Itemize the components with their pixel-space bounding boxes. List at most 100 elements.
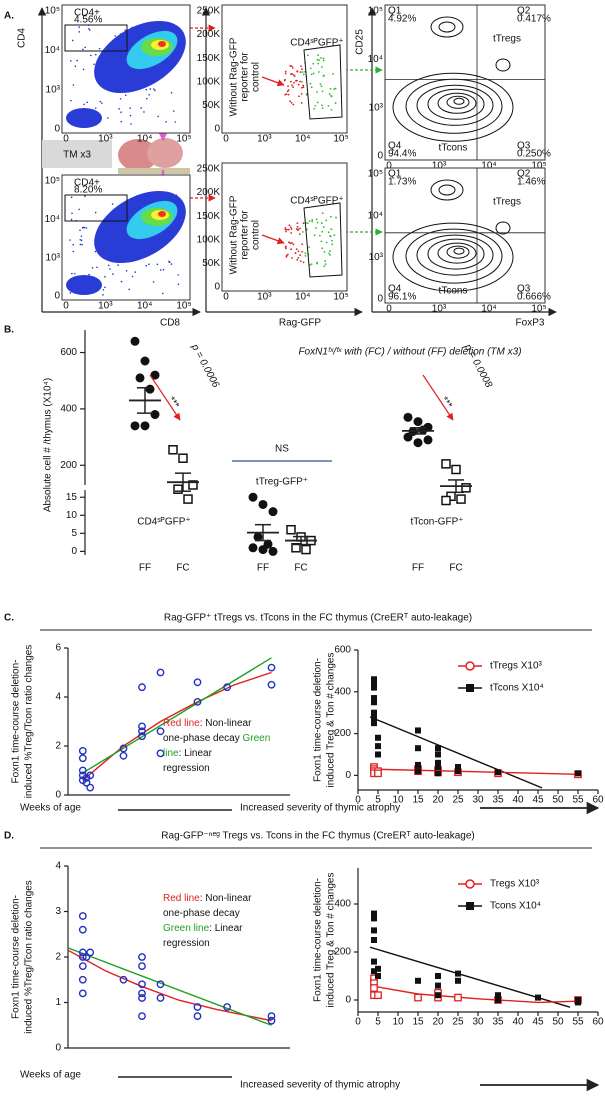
event-dot [174, 121, 176, 123]
point [138, 994, 146, 1002]
event-dot [288, 241, 290, 244]
dot [423, 435, 433, 445]
chart-title: FoxN1ᶠˣ/ᶠˣ with (FC) / without (FF) dele… [298, 347, 521, 358]
y-tick-label: 0 [345, 995, 351, 1006]
x-tick-label: 10³ [98, 301, 113, 312]
quadrant-name: Q4 [388, 141, 402, 152]
gate-percent: 8.20% [74, 185, 102, 196]
contour [427, 238, 485, 270]
dot [135, 373, 145, 383]
x-axis-label: Weeks of age [20, 1070, 81, 1081]
event-dot [306, 54, 309, 57]
event-dot [107, 117, 109, 119]
event-dot [289, 80, 292, 83]
dot [451, 464, 461, 475]
point [86, 783, 95, 792]
event-dot [78, 31, 81, 33]
event-dot [69, 239, 71, 241]
event-dot [291, 84, 293, 87]
event-dot [305, 93, 308, 95]
quadrant-value: 0.417% [517, 14, 551, 25]
tm-label: TM x3 [63, 150, 91, 161]
x-tick-label: 0 [355, 1017, 361, 1028]
point [575, 770, 581, 777]
quadrant-name: Q3 [517, 141, 531, 152]
point [371, 927, 377, 934]
point [78, 975, 87, 984]
annotation: line: Linear [163, 748, 213, 759]
y-tick-label: 250K [197, 6, 221, 17]
event-dot [328, 252, 330, 255]
event-dot [292, 103, 295, 106]
event-dot [311, 218, 314, 221]
event-dot [287, 93, 290, 96]
quadrant-value: 0.666% [517, 292, 551, 303]
event-dot [327, 104, 330, 107]
event-dot [313, 107, 316, 110]
event-dot [101, 102, 103, 104]
event-dot [292, 86, 295, 89]
event-dot [284, 246, 287, 249]
event-dot [119, 98, 122, 100]
event-dot [94, 107, 97, 109]
contour [495, 58, 511, 72]
x-tick-label: 25 [452, 1017, 464, 1028]
annotation-part: regression [163, 763, 210, 774]
chart-title: Rag-GFP⁻ⁿᵉᵍ Tregs vs. Tcons in the FC th… [161, 831, 474, 842]
contour [427, 88, 485, 120]
annotation: Red line: Non-linear [163, 718, 252, 729]
event-dot [80, 239, 83, 242]
point [78, 766, 87, 775]
point [435, 764, 441, 771]
event-dot [299, 260, 302, 263]
event-dot [94, 211, 97, 214]
event-dot [170, 91, 173, 94]
quadrant-value: 94.4% [388, 149, 416, 160]
event-dot [284, 228, 287, 231]
y-tick-label: 0 [54, 291, 60, 302]
event-dot [88, 273, 90, 276]
event-dot [284, 227, 287, 229]
quadrant-name: Q4 [388, 284, 402, 295]
event-dot [304, 254, 307, 257]
x-tick-label: 10⁴ [137, 301, 152, 312]
point [138, 727, 146, 736]
point [267, 680, 276, 689]
event-dot [284, 70, 287, 73]
event-dot [94, 53, 97, 56]
y-tick-label: 10³ [46, 84, 61, 95]
point [371, 958, 377, 965]
point [193, 1003, 202, 1011]
y-tick-label: 150K [197, 53, 221, 64]
event-dot [79, 243, 82, 246]
point [495, 997, 501, 1003]
point [435, 770, 441, 777]
gate [303, 202, 343, 278]
significance-stars: *** [165, 395, 181, 411]
x-axis-label: Increased severity of thymic atrophy [240, 1080, 400, 1091]
point [82, 953, 91, 961]
point [455, 768, 461, 775]
point [415, 761, 421, 768]
y-tick-label: 100K [197, 234, 221, 245]
dot [286, 524, 296, 535]
event-dot [306, 228, 308, 231]
dot [140, 421, 150, 431]
event-dot [285, 230, 287, 233]
event-dot [297, 228, 300, 231]
x-tick-label: 25 [452, 795, 464, 806]
y-axis-label: induced %Treg/Tcon ratio changes [24, 645, 35, 799]
event-dot [78, 26, 80, 28]
legend-label: Tregs X10³ [490, 879, 540, 890]
event-dot [70, 218, 73, 221]
event-dot [335, 216, 337, 219]
x-tick-label: 0 [63, 301, 69, 312]
event-dot [324, 263, 327, 266]
point [78, 962, 87, 970]
point [138, 980, 146, 989]
y-tick-label: 600 [334, 645, 351, 656]
y-tick-label: 10³ [369, 102, 384, 113]
event-dot [148, 263, 150, 266]
y-axis-label: Absolute cell # /thymus (X10⁴) [43, 378, 54, 512]
event-dot [83, 226, 86, 229]
